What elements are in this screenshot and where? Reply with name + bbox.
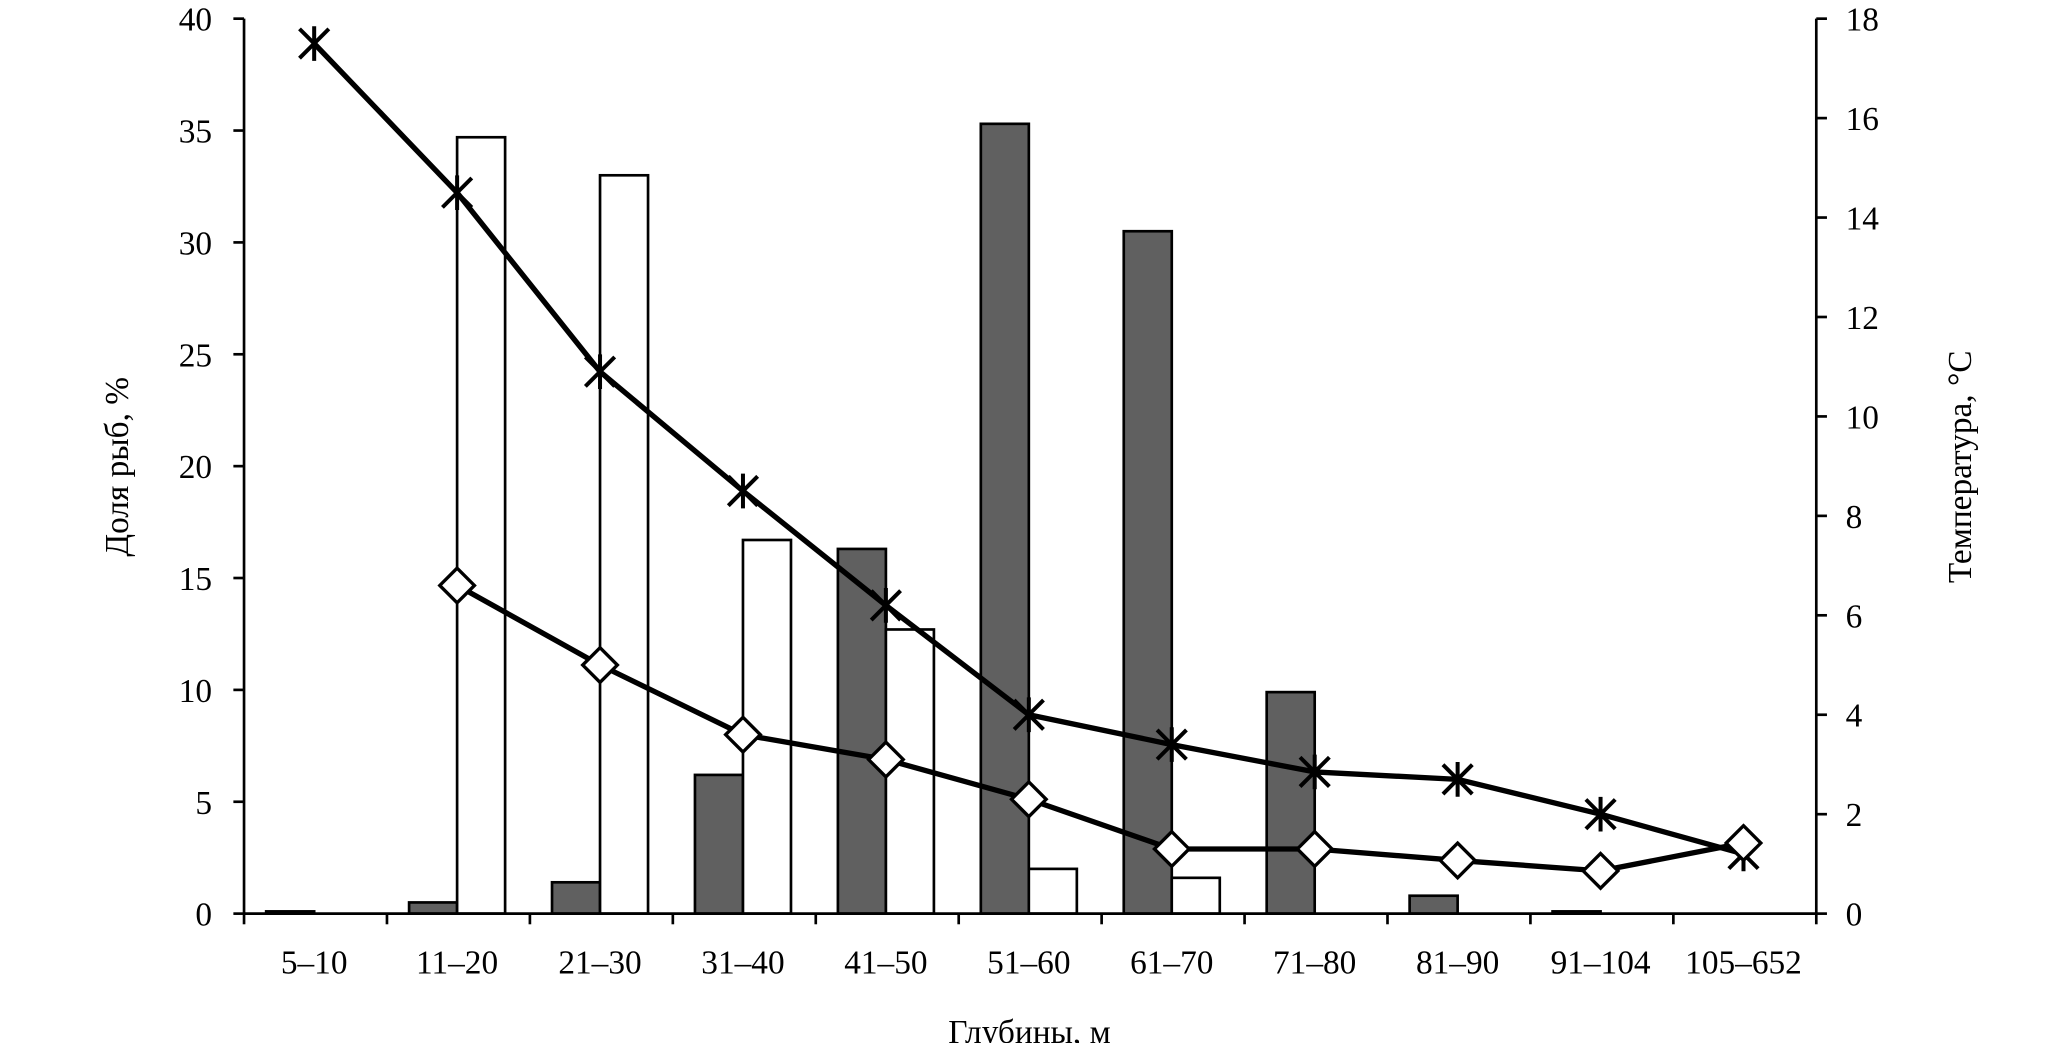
y-tick-label: 25 (179, 337, 212, 374)
x-tick-label: 31–40 (701, 945, 784, 982)
bar-white-31–40 (741, 538, 793, 915)
y2-tick-label: 18 (1846, 2, 1879, 39)
lines (298, 26, 1764, 891)
bar-white-21–30 (598, 173, 650, 915)
marker-star (583, 354, 617, 390)
bar-dark-51–60 (979, 122, 1031, 915)
marker-star (298, 26, 331, 61)
x-tick-label: 11–20 (416, 945, 498, 982)
marker-diamond (1295, 829, 1335, 869)
marker-star (441, 175, 474, 211)
bar-white-61–70 (1170, 876, 1222, 915)
x-tick-label: 41–50 (844, 945, 927, 982)
x-tick-label: 81–90 (1416, 945, 1499, 982)
x-axis-label: Глубины, м (948, 1014, 1110, 1043)
labels: Глубины, м Доля рыб, % Температура, °C (99, 350, 1979, 1043)
bar-dark-81–90 (1408, 894, 1459, 915)
line-diamond (455, 583, 1745, 874)
x-tick-label: 5–10 (281, 945, 348, 982)
marker-diamond (866, 739, 906, 780)
bar-dark-41–50 (836, 547, 888, 915)
y-tick-label: 0 (195, 897, 212, 934)
marker-star (726, 473, 760, 509)
bar-white-51–60 (1027, 867, 1079, 915)
marker-diamond (437, 565, 477, 606)
y2-tick-label: 12 (1846, 300, 1879, 337)
x-tick-label: 21–30 (558, 945, 641, 982)
marker-star (1441, 762, 1474, 797)
bar-white-11–20 (455, 135, 507, 915)
marker-diamond (1152, 829, 1192, 869)
x-tick-label: 61–70 (1130, 945, 1213, 982)
y2-tick-label: 0 (1846, 897, 1863, 934)
marker-diamond (723, 714, 763, 755)
y2-tick-label: 6 (1846, 598, 1863, 635)
marker-star (1298, 754, 1331, 790)
marker-diamond (1723, 823, 1764, 863)
y-tick-label: 20 (179, 449, 212, 486)
marker-diamond (580, 645, 620, 685)
bar-dark-21–30 (550, 880, 602, 915)
y2-tick-label: 2 (1846, 797, 1863, 834)
y2-tick-label: 8 (1846, 499, 1863, 536)
x-tick-label: 105–652 (1685, 945, 1802, 982)
y2-axis-label: Температура, °C (1942, 350, 1979, 583)
marker-diamond (1437, 840, 1478, 881)
marker-diamond (1009, 779, 1049, 819)
marker-diamond (1580, 851, 1621, 891)
y-axis-label: Доля рыб, % (99, 377, 136, 557)
y-tick-label: 5 (195, 785, 212, 822)
y2-tick-label: 4 (1846, 698, 1863, 735)
y2-tick-label: 10 (1846, 399, 1879, 436)
y-tick-label: 30 (179, 225, 212, 262)
bar-dark-31–40 (693, 773, 745, 915)
x-tick-label: 71–80 (1273, 945, 1356, 982)
marker-star (869, 588, 902, 623)
marker-star (1155, 727, 1188, 762)
x-tick-label: 91–104 (1551, 945, 1651, 982)
y2-tick-label: 14 (1846, 201, 1880, 238)
bar-dark-11–20 (407, 901, 459, 915)
bar-dark-71–80 (1265, 690, 1317, 915)
y-tick-label: 40 (179, 2, 212, 39)
bar-dark-61–70 (1122, 229, 1174, 915)
y2-tick-label: 16 (1846, 101, 1879, 138)
x-tick-label: 51–60 (987, 945, 1070, 982)
bars (264, 122, 1602, 915)
marker-star (1584, 796, 1617, 832)
marker-star (1012, 697, 1045, 733)
y-tick-label: 35 (179, 114, 212, 151)
y-tick-label: 10 (179, 673, 212, 710)
axes: 0 5 10 15 20 25 30 35 40 0 2 4 6 8 10 12 14 16 18 5–10 11–20… (179, 2, 1880, 982)
y-tick-label: 15 (179, 561, 212, 598)
